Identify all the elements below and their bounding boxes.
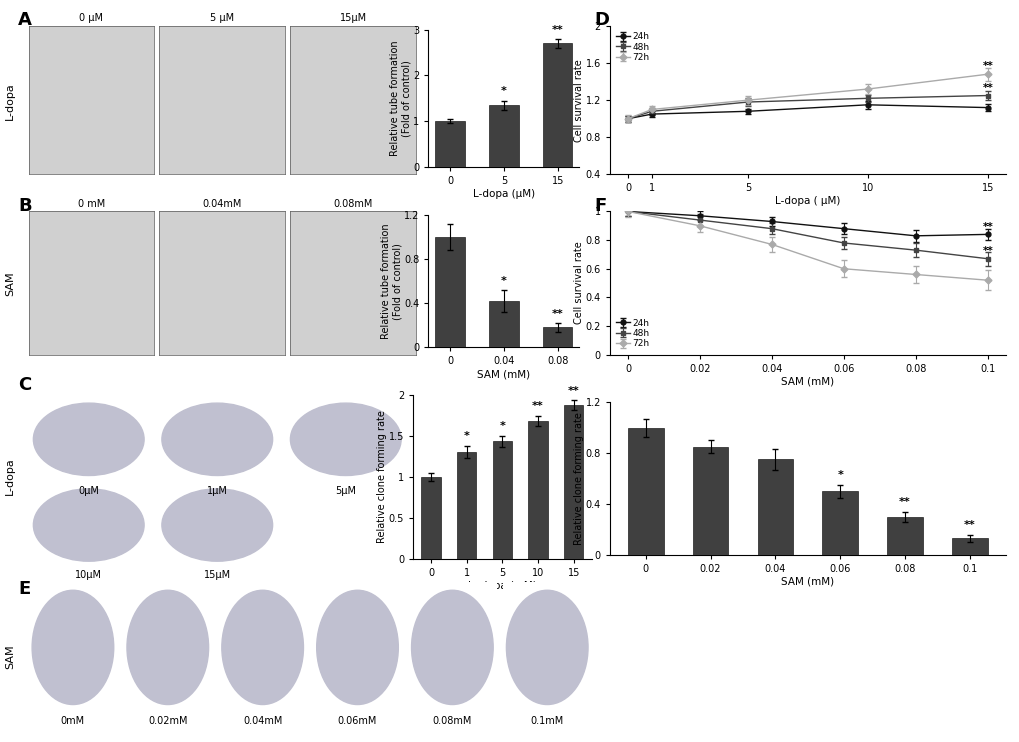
X-axis label: L -dopa ( μM): L -dopa ( μM) — [468, 580, 536, 591]
Ellipse shape — [221, 591, 304, 705]
Text: 0μM: 0μM — [78, 487, 99, 496]
Text: *: * — [464, 432, 469, 441]
Text: 0.1mM: 0.1mM — [530, 716, 564, 726]
Y-axis label: Relative tube formation
(Fold of control): Relative tube formation (Fold of control… — [389, 41, 412, 156]
Text: **: ** — [981, 222, 993, 232]
Text: 5μM: 5μM — [335, 487, 356, 496]
Bar — [488, 301, 519, 347]
Bar — [887, 516, 922, 555]
Text: C: C — [18, 376, 32, 394]
Text: 0 μM: 0 μM — [79, 13, 103, 23]
Text: *: * — [499, 421, 504, 431]
X-axis label: SAM (mM): SAM (mM) — [477, 369, 530, 379]
Text: 0.08mM: 0.08mM — [333, 199, 373, 209]
X-axis label: SAM (mM): SAM (mM) — [781, 376, 834, 387]
Ellipse shape — [32, 591, 114, 705]
Text: 0.04mM: 0.04mM — [203, 199, 242, 209]
Y-axis label: Relative clone forming rate: Relative clone forming rate — [377, 410, 387, 543]
Ellipse shape — [126, 591, 209, 705]
Ellipse shape — [34, 403, 144, 476]
Y-axis label: Relative tube formation
(Fold of control): Relative tube formation (Fold of control… — [381, 223, 403, 339]
Text: **: ** — [568, 386, 579, 395]
Text: 5 μM: 5 μM — [210, 13, 234, 23]
Bar — [821, 491, 857, 555]
Text: E: E — [18, 580, 31, 598]
Text: **: ** — [532, 401, 543, 411]
Bar — [628, 427, 663, 555]
Text: **: ** — [981, 62, 993, 71]
Text: SAM: SAM — [5, 272, 15, 297]
Text: *: * — [500, 87, 506, 96]
Bar — [435, 237, 465, 347]
Bar — [542, 327, 572, 347]
Bar — [951, 539, 986, 555]
Text: F: F — [594, 197, 606, 214]
Ellipse shape — [290, 403, 400, 476]
Text: 10μM: 10μM — [75, 570, 102, 580]
Bar — [457, 452, 476, 559]
Text: **: ** — [963, 520, 975, 530]
Bar — [435, 121, 465, 167]
Text: L-dopa: L-dopa — [5, 82, 15, 120]
Legend: 24h, 48h, 72h: 24h, 48h, 72h — [613, 30, 651, 64]
Text: 15μM: 15μM — [204, 570, 230, 580]
X-axis label: L-dopa ( μM): L-dopa ( μM) — [774, 196, 840, 206]
Bar — [492, 441, 512, 559]
Text: **: ** — [981, 246, 993, 256]
Text: 0.04mM: 0.04mM — [243, 716, 282, 726]
Y-axis label: Relative clone forming rate: Relative clone forming rate — [574, 412, 584, 545]
Text: **: ** — [899, 497, 910, 507]
Bar — [542, 43, 572, 167]
Bar — [564, 405, 583, 559]
Text: 0.06mM: 0.06mM — [337, 716, 377, 726]
Text: 1μM: 1μM — [207, 487, 227, 496]
Ellipse shape — [34, 489, 144, 561]
Text: A: A — [18, 11, 33, 29]
Bar — [421, 477, 440, 559]
Text: L-dopa: L-dopa — [5, 457, 15, 495]
Text: **: ** — [551, 24, 564, 35]
Text: SAM: SAM — [5, 644, 15, 669]
Text: B: B — [18, 197, 32, 214]
Text: *: * — [837, 470, 843, 480]
X-axis label: L-dopa (μM): L-dopa (μM) — [473, 188, 534, 199]
Text: D: D — [594, 11, 609, 29]
Text: **: ** — [981, 82, 993, 93]
Text: *: * — [500, 276, 506, 286]
Text: 0.08mM: 0.08mM — [432, 716, 472, 726]
Legend: 24h, 48h, 72h: 24h, 48h, 72h — [613, 317, 651, 350]
Ellipse shape — [505, 591, 588, 705]
Text: **: ** — [551, 309, 564, 319]
Ellipse shape — [316, 591, 398, 705]
Y-axis label: Cell survival rate: Cell survival rate — [574, 59, 584, 142]
Bar — [528, 421, 547, 559]
Text: 0.02mM: 0.02mM — [148, 716, 187, 726]
Text: 0mM: 0mM — [61, 716, 85, 726]
Text: 15μM: 15μM — [339, 13, 367, 23]
Ellipse shape — [411, 591, 493, 705]
Bar — [757, 459, 793, 555]
X-axis label: SAM (mM): SAM (mM) — [781, 577, 834, 587]
Y-axis label: Cell survival rate: Cell survival rate — [574, 242, 584, 324]
Bar — [488, 105, 519, 167]
Ellipse shape — [162, 403, 272, 476]
Bar — [692, 447, 728, 555]
Text: 0 mM: 0 mM — [77, 199, 105, 209]
Ellipse shape — [162, 489, 272, 561]
